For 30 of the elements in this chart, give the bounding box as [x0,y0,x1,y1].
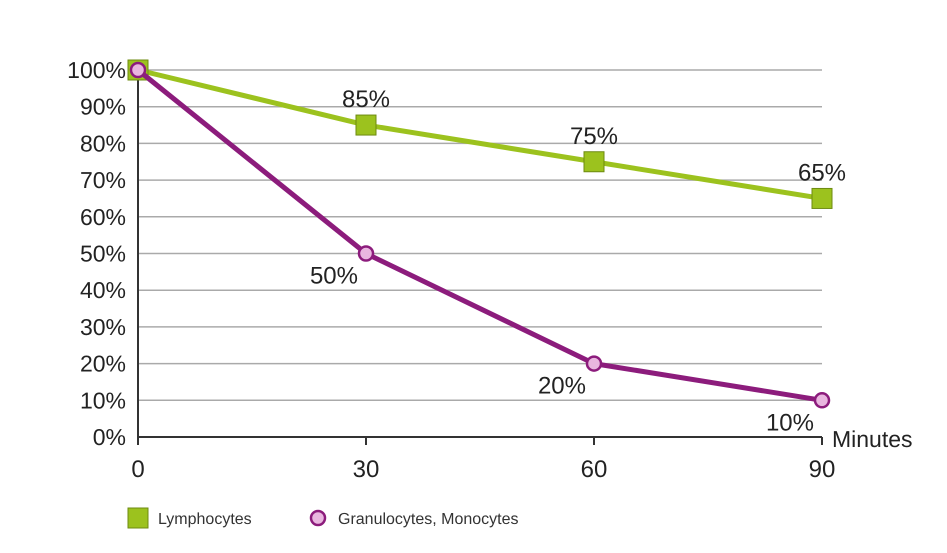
y-tick-label: 100% [67,57,126,83]
data-label: 65% [798,159,846,186]
x-tick-label: 30 [352,456,380,483]
x-tick-label: 90 [808,456,836,483]
data-label: 10% [766,409,814,436]
data-label: 75% [570,122,618,150]
y-tick-label: 0% [92,424,126,450]
data-label: 20% [538,372,586,400]
point [356,114,376,136]
legend-label: Lymphocytes [158,511,252,528]
data-label: 50% [310,262,358,290]
data-label: 85% [342,86,390,114]
y-tick-label: 80% [80,130,126,156]
legend-label: Granulocytes, Monocytes [338,511,519,528]
y-tick-label: 10% [80,387,126,414]
x-tick-label: 60 [580,456,608,483]
point [812,188,832,209]
y-tick-label: 20% [80,350,126,377]
point [584,151,604,172]
y-tick-label: 40% [80,277,126,304]
y-tick-label: 60% [80,204,126,230]
x-axis-title: Minutes [832,426,913,452]
point [358,245,374,262]
y-tick-label: 90% [80,94,126,120]
y-tick-label: 70% [80,167,126,194]
x-tick-label: 0 [131,456,145,483]
point [814,392,830,409]
y-tick-label: 30% [80,314,126,340]
point [586,355,602,372]
y-tick-label: 50% [80,240,126,266]
